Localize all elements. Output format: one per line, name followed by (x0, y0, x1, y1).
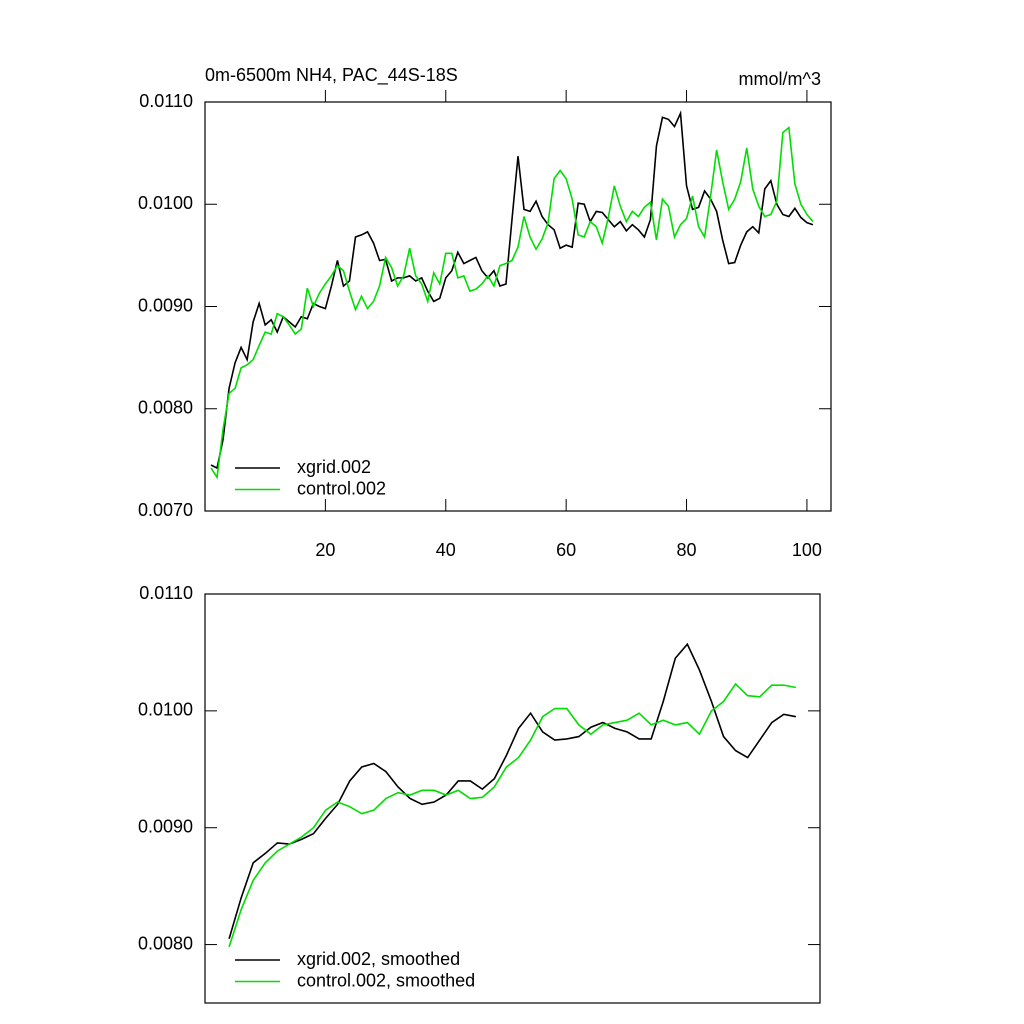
x-tick-label: 80 (677, 540, 697, 560)
y-tick-label: 0.0080 (138, 933, 193, 953)
y-tick-label: 0.0100 (138, 193, 193, 213)
chart-title: 0m-6500m NH4, PAC_44S-18S (205, 65, 458, 86)
legend-label: control.002, smoothed (297, 970, 475, 990)
legend-label: xgrid.002 (297, 457, 371, 477)
y-tick-label: 0.0110 (139, 91, 193, 111)
plot-frame (204, 593, 821, 1004)
y-tick-label: 0.0070 (138, 500, 193, 520)
units-label: mmol/m^3 (739, 69, 821, 89)
x-tick-label: 60 (556, 540, 576, 560)
data-line (228, 642, 797, 939)
y-tick-label: 0.0090 (138, 816, 193, 836)
data-line (210, 110, 814, 470)
legend-label: xgrid.002, smoothed (297, 949, 460, 969)
x-tick-label: 40 (436, 540, 456, 560)
y-tick-label: 0.0100 (138, 700, 193, 720)
y-tick-label: 0.0090 (138, 295, 193, 315)
data-line (210, 125, 814, 480)
x-tick-label: 100 (792, 540, 822, 560)
y-tick-label: 0.0080 (138, 398, 193, 418)
data-line (228, 682, 797, 948)
y-tick-label: 0.0110 (139, 583, 193, 603)
legend-label: control.002 (297, 478, 386, 498)
x-tick-label: 20 (315, 540, 335, 560)
